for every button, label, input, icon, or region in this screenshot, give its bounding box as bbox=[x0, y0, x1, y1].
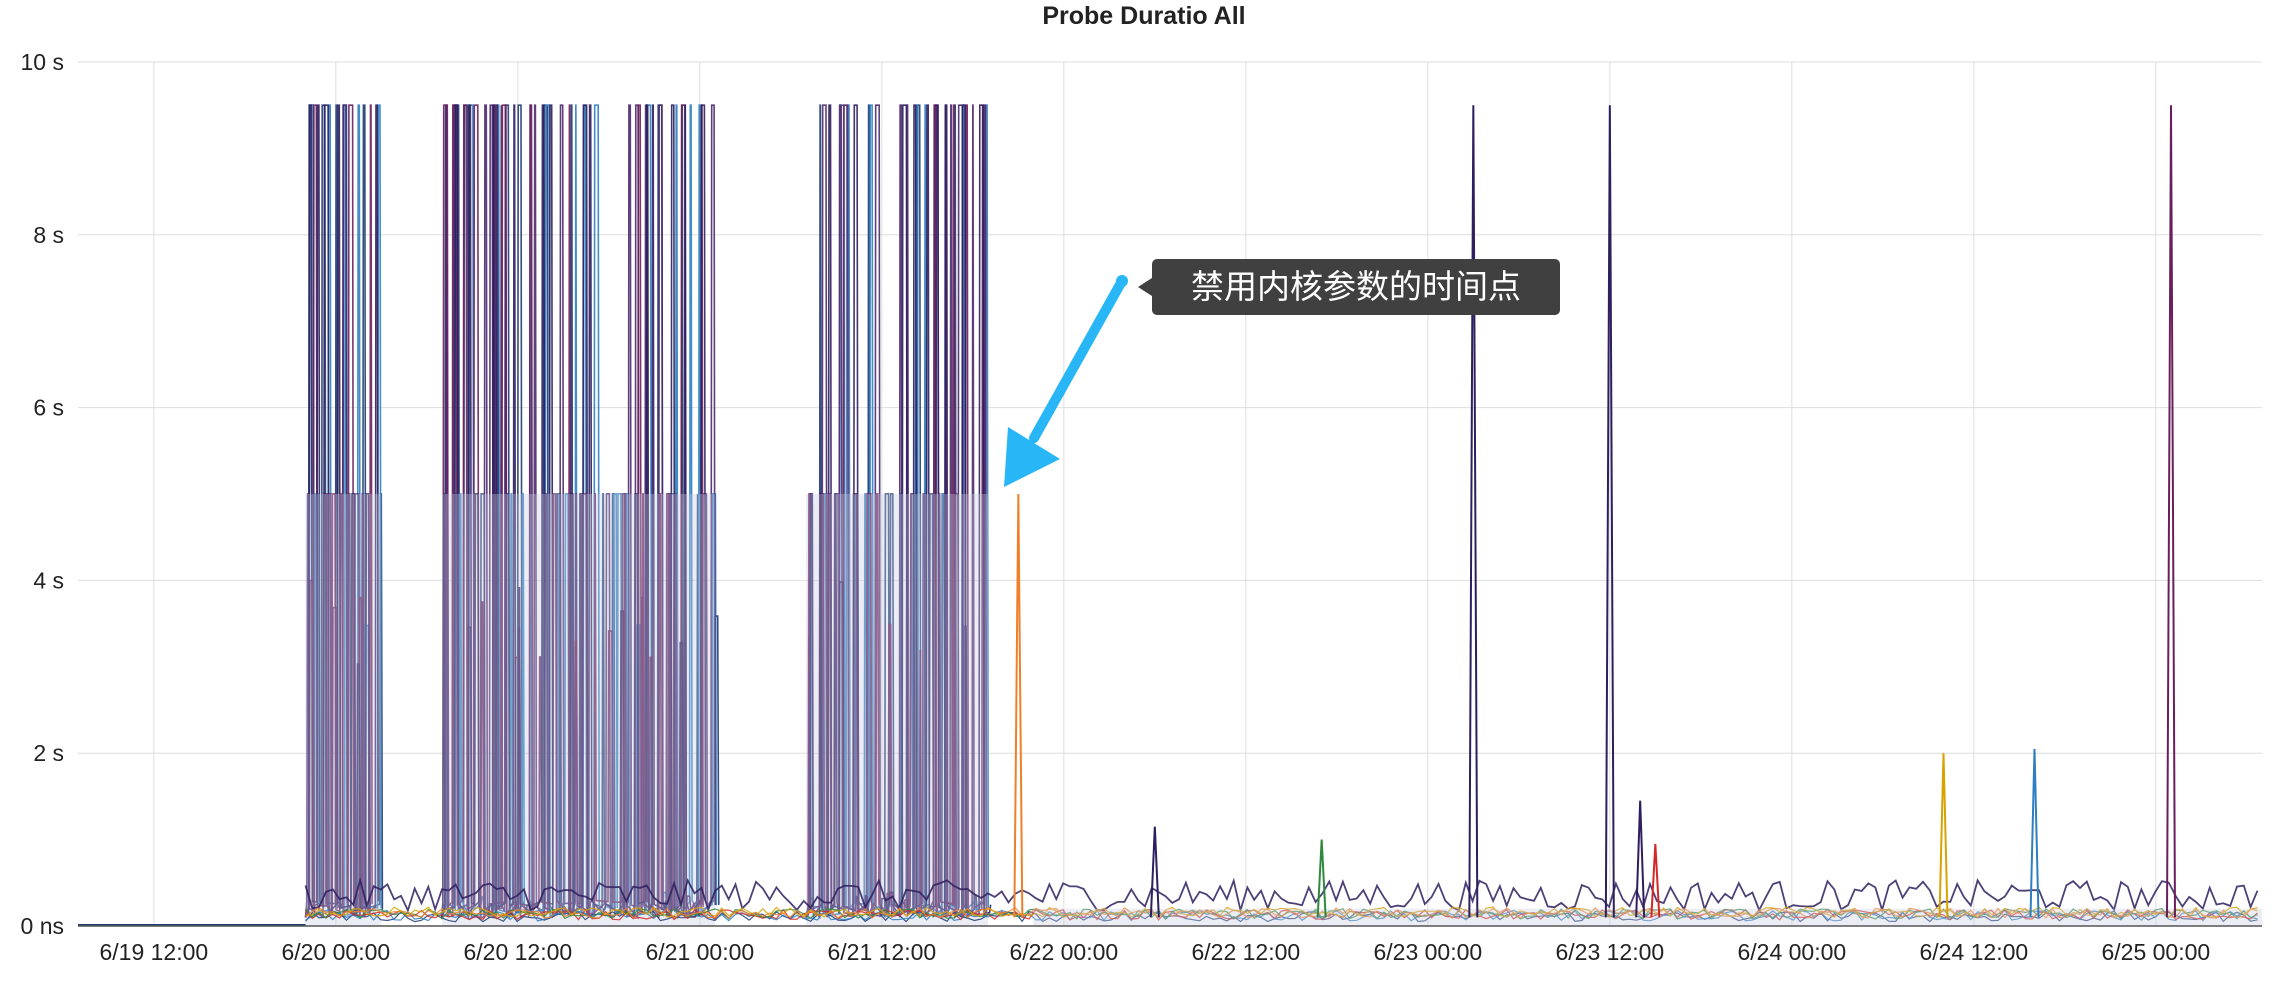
chart-title: Probe Duratio All bbox=[1042, 2, 1246, 30]
series-line-storm bbox=[304, 104, 380, 918]
spike bbox=[1650, 843, 1661, 918]
x-tick-label: 6/20 12:00 bbox=[463, 939, 572, 965]
y-tick-label: 8 s bbox=[33, 222, 64, 248]
spike bbox=[1468, 105, 1479, 918]
arrow-shaft bbox=[1029, 276, 1127, 443]
series-line-steady bbox=[305, 907, 2258, 920]
spike bbox=[1938, 753, 1949, 918]
y-tick-label: 10 s bbox=[21, 49, 64, 75]
series-line-storm bbox=[304, 104, 373, 918]
spike bbox=[2029, 748, 2040, 918]
spike bbox=[1635, 800, 1646, 918]
spike bbox=[2166, 105, 2176, 918]
annotation-box: 禁用内核参数的时间点 bbox=[1138, 259, 1560, 315]
x-tick-label: 6/24 12:00 bbox=[1919, 939, 2028, 965]
x-tick-label: 6/23 12:00 bbox=[1555, 939, 1664, 965]
x-tick-label: 6/25 00:00 bbox=[2101, 939, 2210, 965]
storm-band bbox=[442, 494, 715, 926]
spike bbox=[1604, 105, 1615, 918]
x-tick-label: 6/23 00:00 bbox=[1373, 939, 1482, 965]
series-line-steady bbox=[305, 906, 2258, 919]
annotation-arrow bbox=[1004, 275, 1128, 487]
x-tick-label: 6/24 00:00 bbox=[1737, 939, 1846, 965]
axes: 0 ns 2 s 4 s 6 s 8 s 10 s 6/19 12:00 6/20 00:00… bbox=[21, 49, 2262, 965]
x-tick-label: 6/19 12:00 bbox=[99, 939, 208, 965]
grid bbox=[78, 61, 2262, 927]
storm-band bbox=[806, 494, 988, 926]
x-tick-label: 6/21 00:00 bbox=[645, 939, 754, 965]
steady-band bbox=[1033, 908, 2262, 926]
spike bbox=[1013, 493, 1024, 918]
series-line-steady bbox=[304, 876, 2259, 914]
x-tick-label: 6/22 00:00 bbox=[1009, 939, 1118, 965]
x-tick-label: 6/22 12:00 bbox=[1191, 939, 1300, 965]
spike bbox=[1316, 839, 1327, 918]
x-tick-label: 6/20 00:00 bbox=[281, 939, 390, 965]
series-line-storm bbox=[805, 104, 992, 920]
series-line-steady bbox=[305, 908, 2258, 921]
y-tick-label: 6 s bbox=[33, 395, 64, 421]
series-line-storm bbox=[304, 104, 372, 919]
storm-band bbox=[305, 494, 382, 926]
series-group bbox=[78, 104, 2262, 926]
x-tick-label: 6/21 12:00 bbox=[827, 939, 936, 965]
arrow-head bbox=[1004, 427, 1060, 487]
annotation-text: 禁用内核参数的时间点 bbox=[1191, 267, 1521, 306]
spike bbox=[1149, 826, 1160, 918]
y-tick-label: 2 s bbox=[33, 740, 64, 766]
y-tick-label: 4 s bbox=[33, 567, 64, 593]
y-tick-label: 0 ns bbox=[21, 913, 64, 939]
